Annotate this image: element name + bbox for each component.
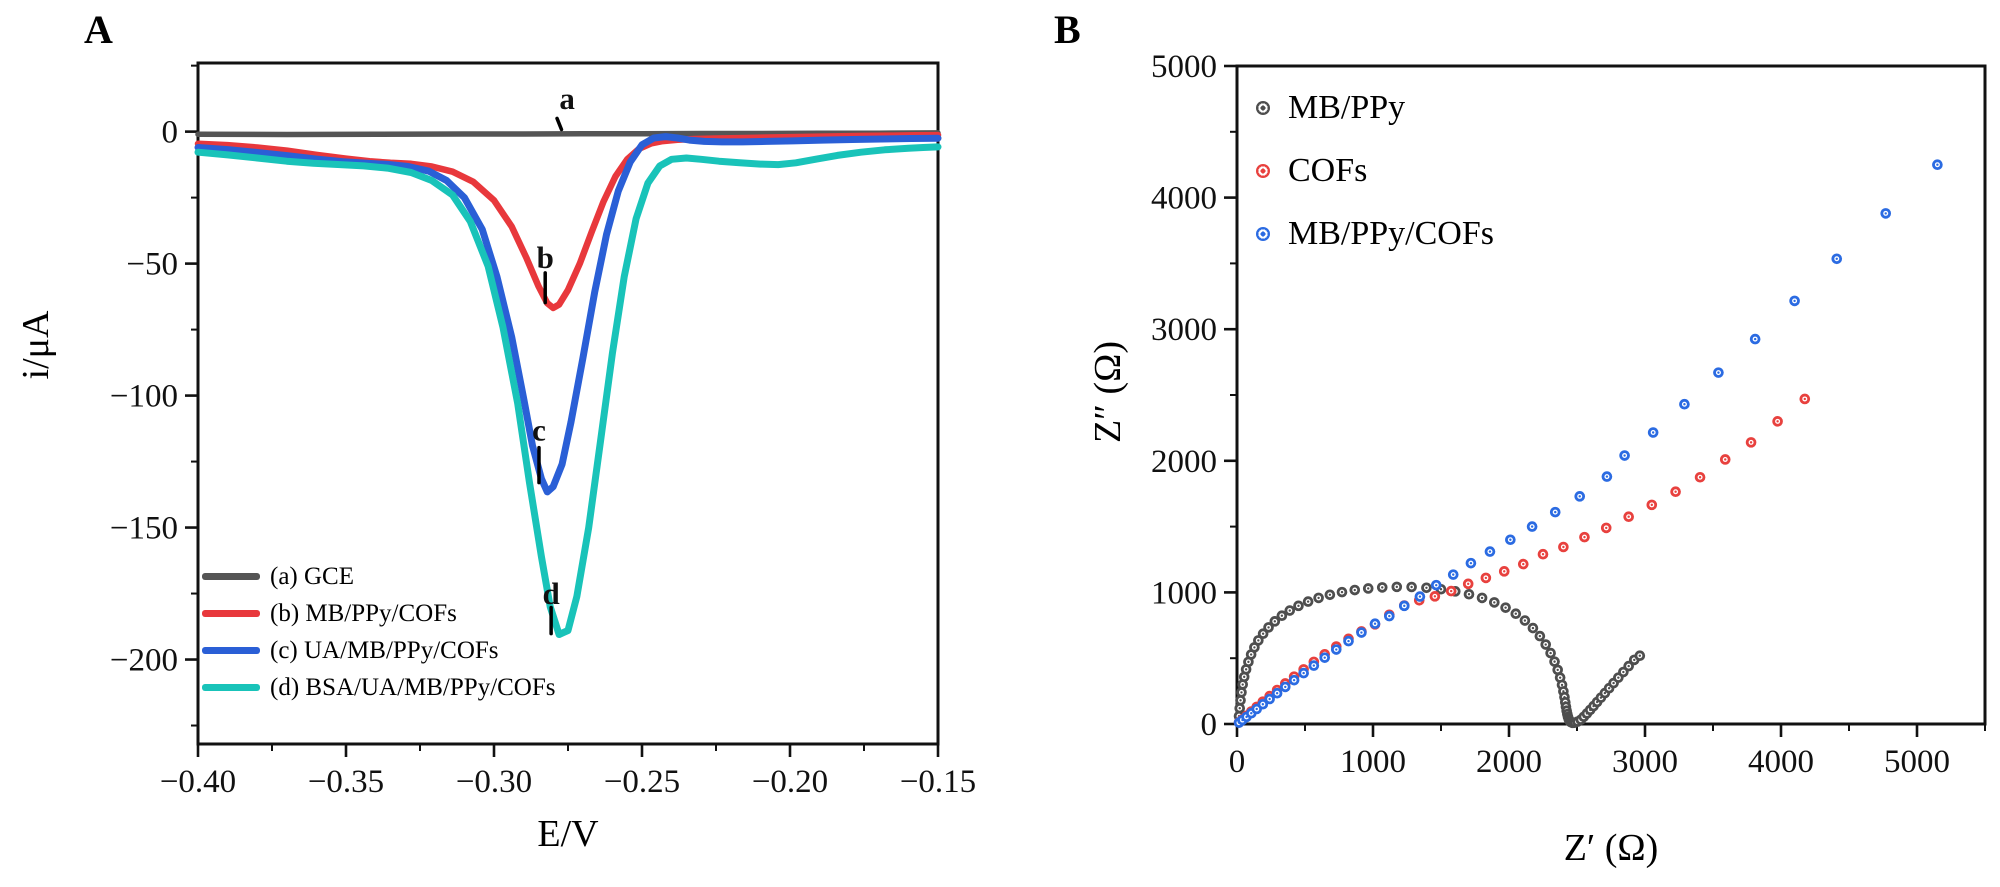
legend-item-mb-ppy-cofs-b: MB/PPy/COFs	[1256, 202, 1494, 265]
legend-line-swatch-gce	[202, 573, 260, 580]
x-tick-label: −0.15	[900, 764, 976, 800]
y-tick-label: 4000	[1151, 181, 1217, 217]
panel-a-label: A	[84, 7, 113, 52]
series-cofs	[1233, 393, 1811, 728]
legend-marker-mb-ppy-cofs	[1256, 226, 1270, 241]
annotation-label-a: a	[559, 81, 575, 116]
legend-item-bsa-ua-mb-ppy-cofs: (d) BSA/UA/MB/PPy/COFs	[202, 669, 556, 706]
series--c-ua-mb-ppy-cofs	[194, 133, 942, 496]
x-tick-label: −0.40	[160, 764, 236, 800]
legend-item-mb-ppy: MB/PPy	[1256, 76, 1494, 139]
y-tick-label: 5000	[1151, 49, 1217, 85]
legend-line-swatch-ua-mb-ppy-cofs	[202, 647, 260, 654]
x-tick-label: −0.25	[604, 764, 680, 800]
x-tick-label: 4000	[1748, 744, 1814, 780]
x-tick-label: 2000	[1476, 744, 1542, 780]
panel-a-x-axis-title: E/V	[537, 813, 599, 855]
y-tick-label: −200	[110, 643, 178, 679]
panel-a-y-axis-title: i/μA	[15, 310, 57, 380]
legend-line-swatch-mb-ppy-cofs	[202, 610, 260, 617]
x-tick-label: 3000	[1612, 744, 1678, 780]
y-tick-label: −100	[110, 379, 178, 415]
legend-item-cofs: COFs	[1256, 139, 1494, 202]
y-tick-label: −50	[126, 247, 178, 283]
x-tick-label: 5000	[1884, 744, 1950, 780]
series--d-bsa-ua-mb-ppy-cofs	[194, 143, 942, 638]
annotation-label-c: c	[532, 412, 546, 447]
panel-b-x-axis-title: Z′ (Ω)	[1563, 827, 1659, 869]
series--a-gce	[195, 130, 941, 138]
series-mb-ppy-cofs	[1233, 159, 1943, 728]
legend-label-mb-ppy-cofs-b: MB/PPy/COFs	[1288, 214, 1494, 252]
x-tick-label: −0.30	[456, 764, 532, 800]
panel-B-plot: 0 1000 2000 3000 4000 5000 0 1000 2000 3000 4000 50…	[1151, 49, 1987, 780]
legend-marker-cofs	[1256, 163, 1270, 178]
legend-label-ua-mb-ppy-cofs: (c) UA/MB/PPy/COFs	[270, 636, 499, 664]
legend-item-ua-mb-ppy-cofs: (c) UA/MB/PPy/COFs	[202, 632, 556, 669]
legend-panel-a: (a) GCE (b) MB/PPy/COFs (c) UA/MB/PPy/CO…	[202, 558, 556, 706]
annotation-label-d: d	[543, 576, 560, 611]
legend-label-gce: (a) GCE	[270, 562, 354, 590]
panel-A-plot: −0.40 −0.35 −0.30 −0.25 −0.20 −0.15 0 −50 −100 −1…	[110, 61, 976, 800]
legend-line-swatch-bsa-ua-mb-ppy-cofs	[202, 684, 260, 691]
y-tick-label: 1000	[1151, 575, 1217, 611]
x-tick-label: −0.20	[752, 764, 828, 800]
y-tick-label: 2000	[1151, 444, 1217, 480]
x-tick-label: 0	[1229, 744, 1246, 780]
series-mb-ppy	[1233, 581, 1646, 729]
legend-label-cofs: COFs	[1288, 151, 1368, 189]
x-tick-label: −0.35	[308, 764, 384, 800]
legend-item-gce: (a) GCE	[202, 558, 556, 595]
legend-panel-b: MB/PPy COFs MB/PPy/COFs	[1256, 76, 1494, 265]
y-tick-label: −150	[110, 511, 178, 547]
y-tick-label: 3000	[1151, 312, 1217, 348]
y-tick-label: 0	[1201, 707, 1218, 743]
legend-label-mb-ppy-cofs: (b) MB/PPy/COFs	[270, 599, 457, 627]
legend-label-mb-ppy: MB/PPy	[1288, 88, 1406, 126]
annotation-leader-a	[555, 116, 564, 132]
legend-marker-mb-ppy	[1256, 100, 1270, 115]
legend-item-mb-ppy-cofs: (b) MB/PPy/COFs	[202, 595, 556, 632]
x-tick-label: 1000	[1340, 744, 1406, 780]
legend-label-bsa-ua-mb-ppy-cofs: (d) BSA/UA/MB/PPy/COFs	[270, 673, 556, 701]
panel-b-y-axis-title: Z″ (Ω)	[1087, 340, 1129, 444]
annotation-label-b: b	[537, 240, 554, 275]
panel-b-label: B	[1054, 7, 1081, 52]
y-tick-label: 0	[162, 115, 179, 151]
